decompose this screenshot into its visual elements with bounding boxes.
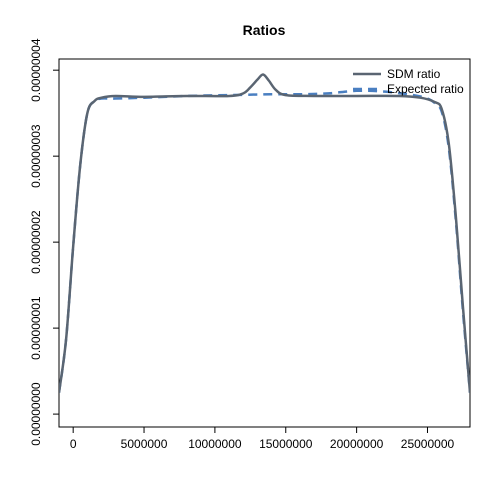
x-axis: 0 5000000 10000000 15000000 20000000 25000000	[70, 427, 455, 451]
y-tick-label: 0.00000000	[29, 382, 43, 446]
expected-ratio-line	[59, 89, 470, 393]
y-tick-label: 0.00000001	[29, 296, 43, 360]
x-tick-label: 10000000	[188, 437, 242, 451]
sdm-ratio-line	[59, 73, 470, 393]
y-axis: 0.00000000 0.00000001 0.00000002 0.00000003…	[29, 38, 59, 446]
chart-title: Ratios	[243, 22, 286, 38]
x-tick-label: 5000000	[121, 437, 168, 451]
y-tick-label: 0.00000002	[29, 210, 43, 274]
plot-area-frame	[58, 58, 471, 428]
x-tick-label: 20000000	[330, 437, 384, 451]
legend-label: Expected ratio	[387, 82, 464, 96]
legend-label: SDM ratio	[387, 67, 441, 81]
y-tick-label: 0.00000004	[29, 38, 43, 102]
y-tick-label: 0.00000003	[29, 124, 43, 188]
series-layer	[59, 73, 470, 393]
x-tick-label: 25000000	[401, 437, 455, 451]
x-tick-label: 0	[70, 437, 77, 451]
x-tick-label: 15000000	[259, 437, 313, 451]
